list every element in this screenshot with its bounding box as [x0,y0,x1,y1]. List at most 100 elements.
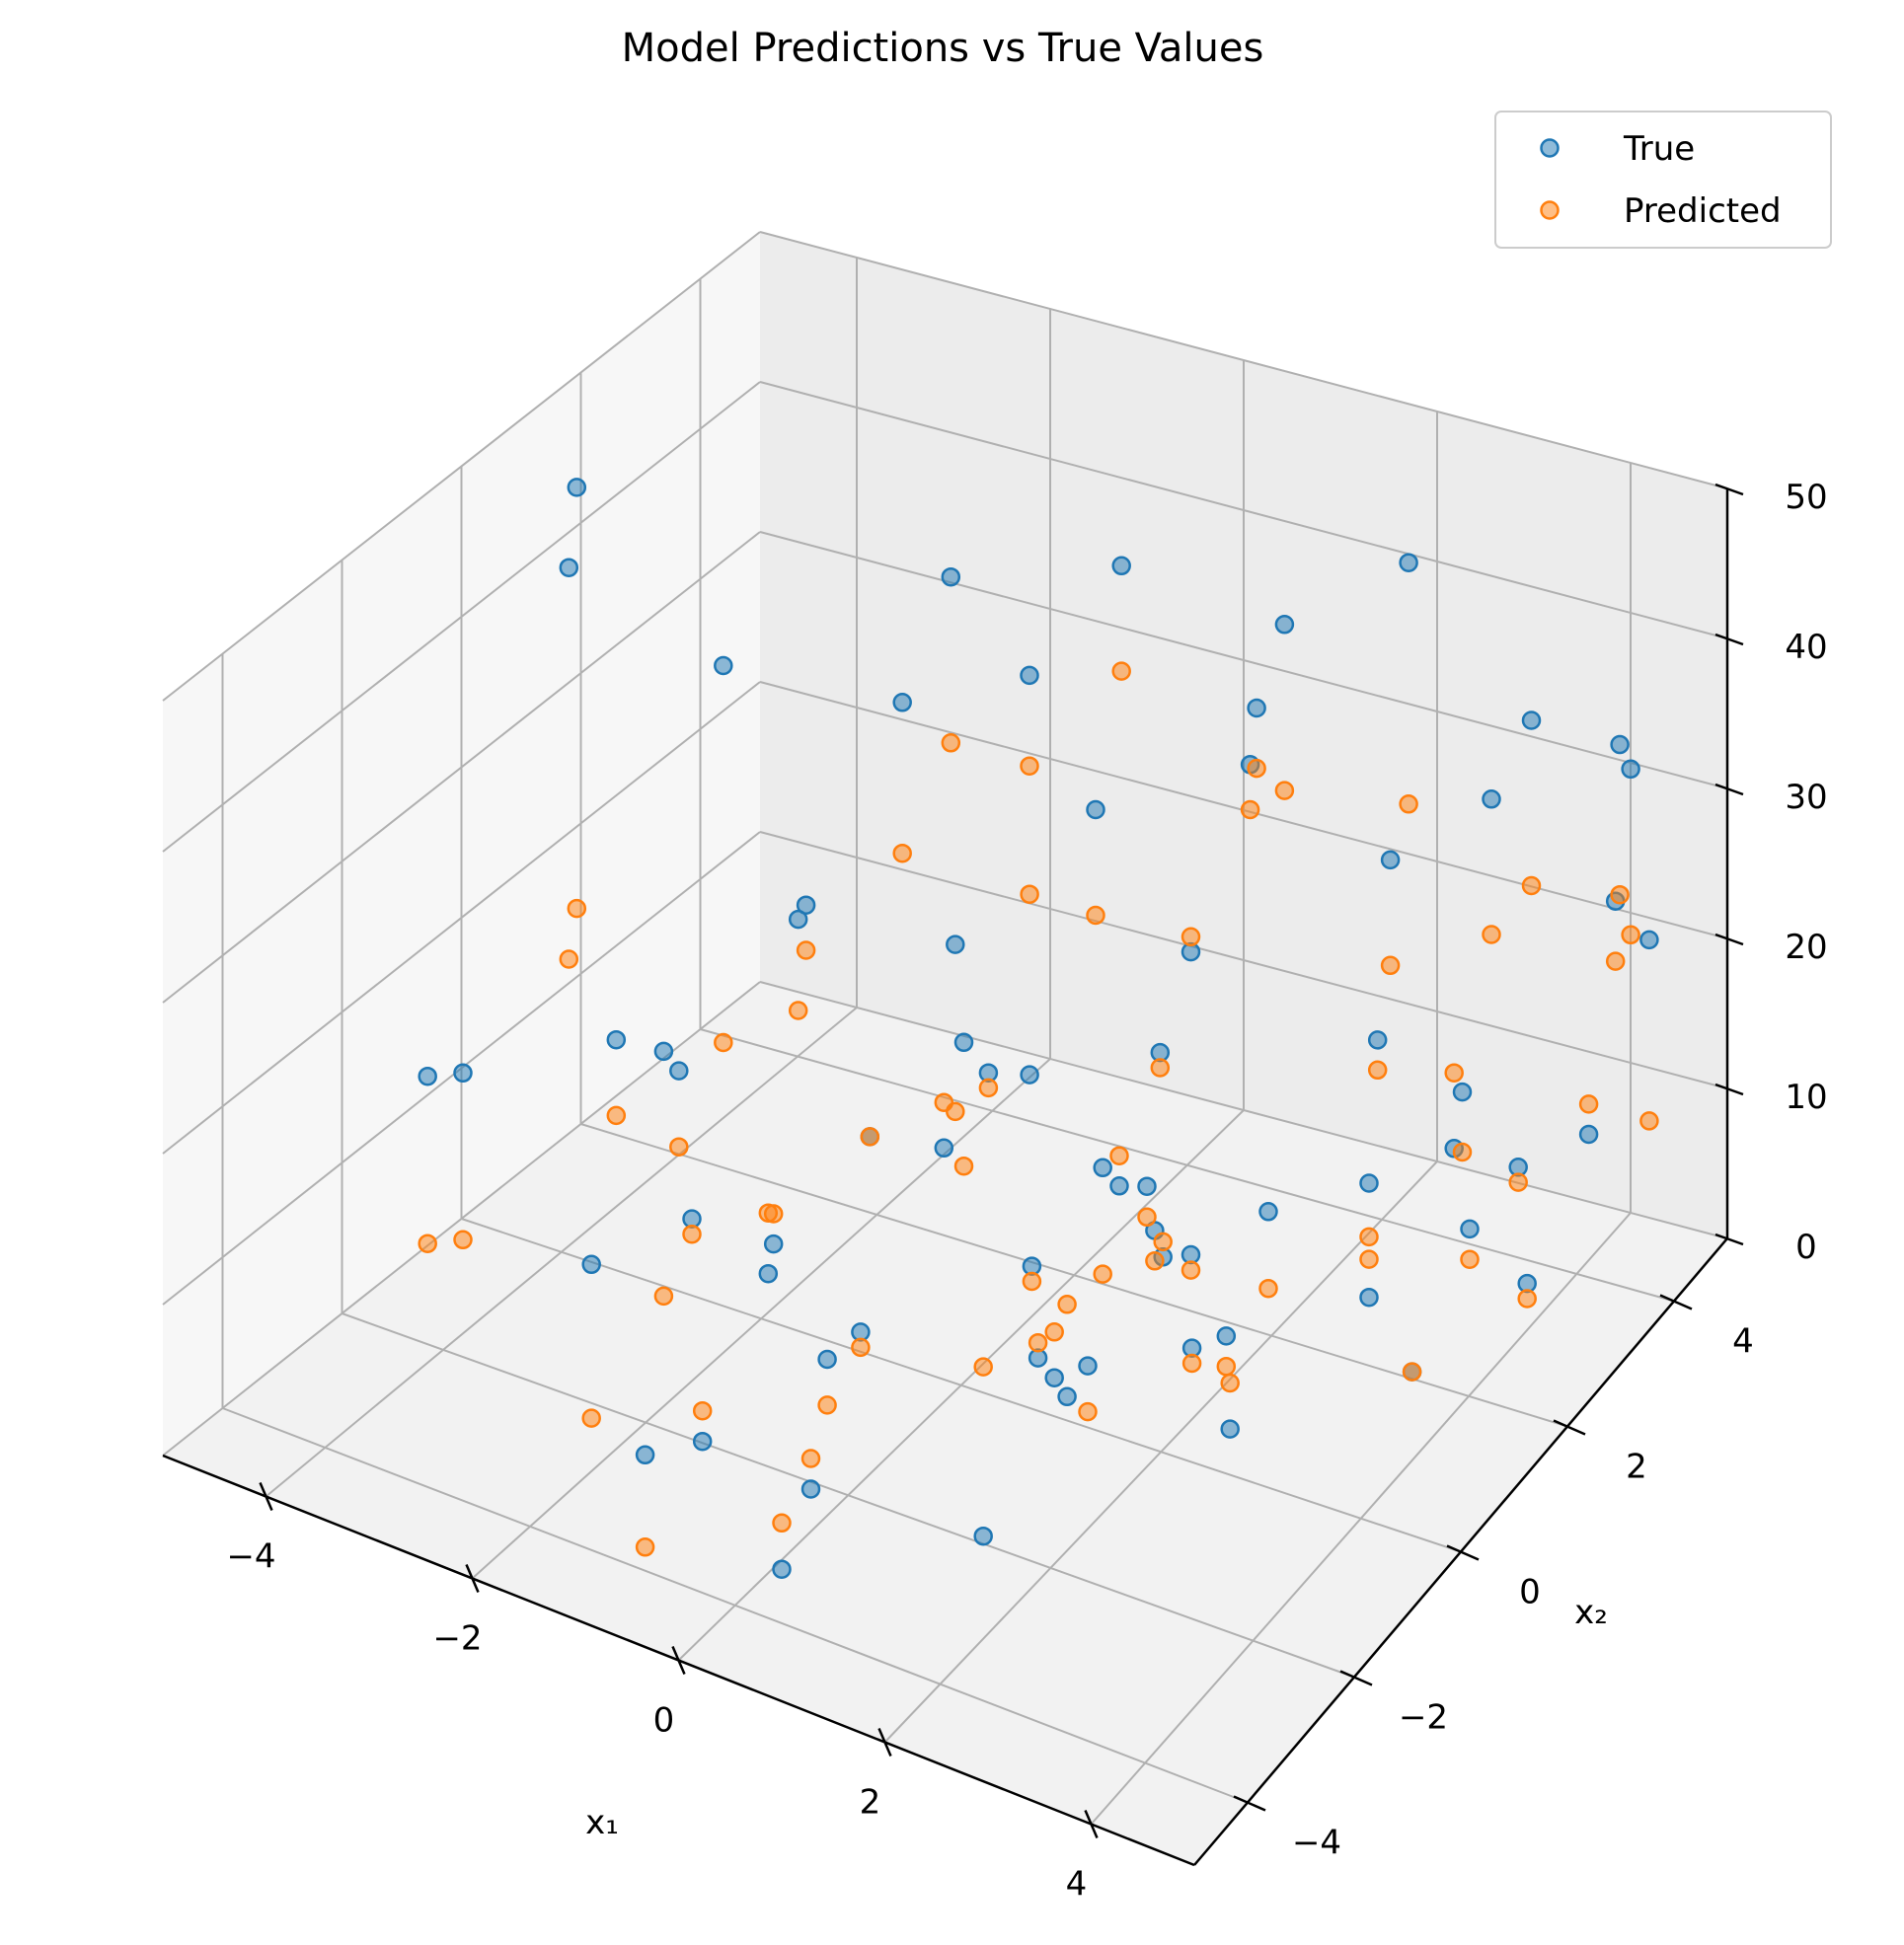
grid-lines [162,231,1728,1826]
z-tick-mark [1714,483,1744,496]
legend: True Predicted [1494,111,1832,249]
point-predicted [1258,1278,1278,1299]
z-tick-label: 0 [1795,1228,1817,1267]
grid-line-z-left [162,981,761,1457]
point-true [1380,850,1401,870]
point-true [934,1138,954,1159]
point-true [1274,615,1295,635]
point-predicted [1359,1227,1379,1247]
point-predicted [635,1537,655,1557]
point-true [418,1066,437,1086]
z-tick-label: 20 [1785,928,1827,967]
grid-line-z-back [759,231,1728,489]
point-predicted [941,733,961,753]
y-tick-mark [1659,1294,1693,1310]
point-true [1216,1326,1237,1346]
point-predicted [1216,1356,1237,1377]
z-tick-mark [1714,1233,1744,1246]
z-tick-mark [1714,933,1744,946]
point-predicted [1240,799,1260,820]
x-tick-mark [671,1646,686,1675]
point-true [1399,553,1418,572]
point-predicted [653,1286,674,1307]
z-tick-mark [1714,1083,1744,1096]
legend-frame [1494,111,1832,249]
y-tick-label: 2 [1626,1448,1647,1487]
point-predicted [1020,884,1039,904]
point-true [1220,1419,1240,1439]
x-tick-label: 2 [860,1783,881,1823]
y-tick-label: −2 [1399,1698,1448,1738]
point-predicted [860,1127,880,1147]
point-true [1521,711,1542,730]
point-predicted [1359,1249,1379,1269]
grid-line-z-left [162,681,761,1155]
point-predicted [1137,1207,1157,1228]
z-tick-label: 30 [1785,778,1827,817]
point-predicted [1380,955,1401,976]
point-predicted [1460,1249,1480,1269]
grid-line-z-left [162,381,761,853]
point-predicted [1078,1401,1098,1422]
point-predicted [1220,1373,1240,1393]
y-tick-mark [1446,1544,1480,1561]
point-predicted [669,1137,689,1157]
point-predicted [1444,1063,1464,1083]
point-predicted [946,1101,965,1122]
point-predicted [1044,1322,1064,1342]
point-predicted [581,1408,601,1428]
legend-label-true: True [1623,129,1695,169]
point-predicted [1086,905,1105,926]
point-true [1057,1386,1077,1407]
point-predicted [682,1224,702,1244]
z-tick-label: 50 [1785,478,1827,517]
point-predicted [973,1357,993,1377]
y-axis-label: x₂ [1574,1593,1608,1632]
point-true [772,1559,792,1579]
point-predicted [817,1395,837,1415]
point-predicted [1145,1251,1165,1271]
point-true [1109,1176,1129,1196]
point-true [1621,759,1640,780]
x-tick-mark [465,1564,480,1593]
grid-line-z-back [759,831,1728,1089]
floor-pane [163,982,1727,1865]
point-true [1044,1368,1064,1387]
point-true [946,935,965,954]
x-tick-label: 4 [1066,1865,1088,1905]
x-tick-label: −2 [432,1619,482,1659]
point-true [1111,556,1131,576]
point-predicted [772,1513,792,1534]
point-true [635,1445,655,1465]
point-true [892,693,912,712]
z-tick-label: 40 [1785,628,1827,667]
x-tick-label: −4 [226,1537,275,1577]
point-predicted [1150,1058,1171,1078]
point-predicted [1247,758,1266,779]
point-true [1258,1202,1278,1222]
point-true [1460,1219,1480,1239]
point-predicted [1028,1332,1048,1353]
point-predicted [453,1230,473,1250]
point-predicted [1610,884,1630,905]
point-true [1137,1176,1157,1196]
point-predicted [1093,1264,1112,1284]
grid-line-z-back [759,381,1728,639]
point-true [1359,1287,1379,1308]
point-predicted [1020,756,1039,776]
point-true [1482,789,1501,809]
grid-line-y-floor [461,1218,1462,1553]
point-predicted [1022,1271,1042,1292]
y-tick-mark [1553,1419,1586,1436]
point-true [941,566,961,587]
point-predicted [796,940,816,960]
point-true [788,909,808,930]
point-true [796,895,816,915]
grid-line-y-floor [342,1312,1355,1679]
point-predicted [559,949,579,969]
grid-line-y-floor [580,1123,1568,1428]
axis-panes [163,232,1727,1865]
point-predicted [1578,1094,1599,1114]
